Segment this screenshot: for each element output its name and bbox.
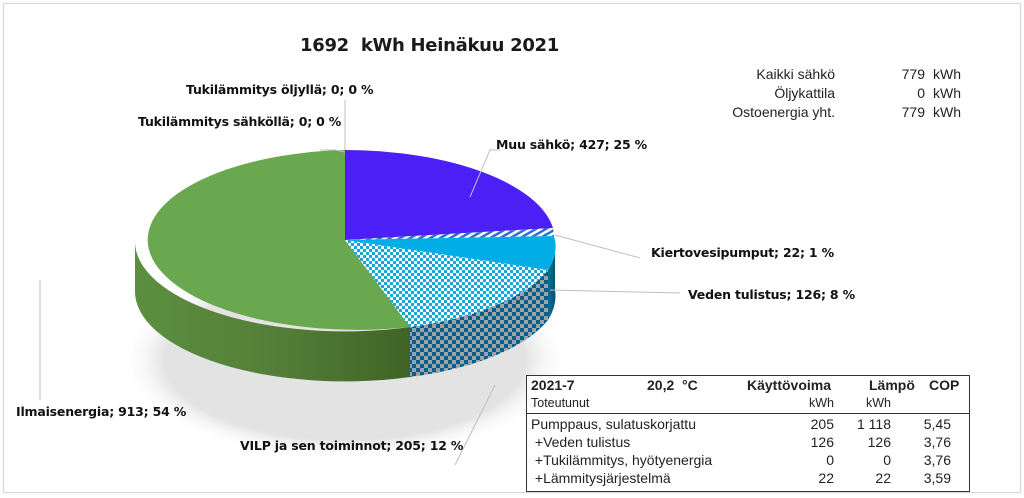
row-lampo: 1 118	[857, 416, 891, 432]
summary-label: Ostoenergia yht.	[732, 104, 835, 120]
slice-ilmaisenergia[interactable]	[147, 150, 410, 330]
row-label: +Lämmitysjärjestelmä	[531, 470, 671, 486]
summary-value: 779	[901, 66, 925, 82]
kaytto-unit: kWh	[809, 396, 834, 410]
row-kaytto: 0	[826, 452, 834, 468]
label-muu-sahko: Muu sähkö; 427; 25 %	[496, 137, 647, 152]
label-ilmaisenergia: Ilmaisenergia; 913; 54 %	[16, 404, 187, 419]
summary-value: 779	[901, 104, 925, 120]
slice-side-ilmaisenergia	[134, 240, 410, 382]
summary-unit: kWh	[933, 104, 961, 120]
header-cop: COP	[929, 377, 960, 393]
lampo-unit: kWh	[866, 396, 891, 410]
row-cop: 3,76	[923, 434, 951, 450]
summary-value: 0	[917, 85, 925, 101]
row-cop: 5,45	[923, 416, 951, 432]
summary-label: Öljykattila	[774, 85, 835, 101]
row-kaytto: 22	[818, 470, 834, 486]
row-lampo: 22	[875, 470, 891, 486]
header-lampo: Lämpö	[869, 377, 915, 393]
row-label: +Tukilämmitys, hyötyenergia	[531, 452, 713, 468]
slice-side-vilp	[410, 270, 548, 377]
table-subheader-row: Toteutunut kWh kWh	[527, 394, 969, 412]
temperature: 20,2 °C	[647, 377, 698, 393]
table-row: +Tukilämmitys, hyötyenergia 0 0 3,76	[527, 451, 969, 469]
summary-unit: kWh	[933, 66, 961, 82]
subheader-label: Toteutunut	[531, 396, 590, 410]
label-tukilammitys-oljylla: Tukilämmitys öljyllä; 0; 0 %	[186, 82, 374, 97]
row-lampo: 0	[883, 452, 891, 468]
row-cop: 3,59	[923, 470, 951, 486]
label-veden-tulistus: Veden tulistus; 126; 8 %	[688, 287, 855, 302]
slice-muu-sahko[interactable]	[345, 150, 553, 240]
label-kiertovesipumput: Kiertovesipumput; 22; 1 %	[651, 245, 834, 260]
table-divider	[527, 413, 969, 414]
row-kaytto: 205	[810, 416, 834, 432]
header-kayttovoima: Käyttövoima	[747, 377, 832, 393]
chart-title: 1692 kWh Heinäkuu 2021	[300, 35, 560, 56]
summary-label: Kaikki sähkö	[756, 66, 835, 82]
row-lampo: 126	[867, 434, 891, 450]
slice-vilp[interactable]	[345, 240, 548, 327]
table-row: +Lämmitysjärjestelmä 22 22 3,59	[527, 469, 969, 487]
table-row: Pumppaus, sulatuskorjattu 205 1 118 5,45	[527, 415, 969, 433]
summary-box: Kaikki sähkö 779 kWh Öljykattila 0 kWh O…	[700, 65, 961, 122]
summary-row: Ostoenergia yht. 779 kWh	[700, 103, 961, 122]
cop-table: 2021-7 20,2 °C Käyttövoima Lämpö COP Tot…	[526, 375, 970, 492]
row-label: +Veden tulistus	[531, 434, 631, 450]
row-cop: 3,76	[923, 452, 951, 468]
label-vilp: VILP ja sen toiminnot; 205; 12 %	[240, 438, 464, 453]
period: 2021-7	[531, 377, 575, 393]
row-label: Pumppaus, sulatuskorjattu	[531, 416, 696, 432]
slice-veden-tulistus[interactable]	[345, 236, 556, 270]
summary-row: Kaikki sähkö 779 kWh	[700, 65, 961, 84]
summary-unit: kWh	[933, 85, 961, 101]
label-tukilammitys-sahkolla: Tukilämmitys sähköllä; 0; 0 %	[138, 114, 342, 129]
leader-lines	[39, 100, 681, 466]
slice-side-veden	[548, 240, 556, 320]
summary-row: Öljykattila 0 kWh	[700, 84, 961, 103]
table-header-row: 2021-7 20,2 °C Käyttövoima Lämpö COP	[527, 376, 969, 394]
row-kaytto: 126	[810, 434, 834, 450]
table-row: +Veden tulistus 126 126 3,76	[527, 433, 969, 451]
